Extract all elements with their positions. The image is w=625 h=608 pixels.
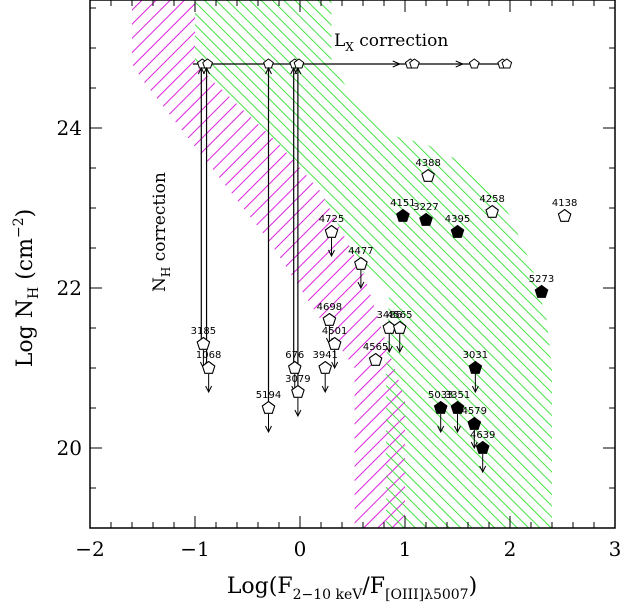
lx-point <box>409 58 420 69</box>
x-tick-label: −1 <box>180 537 209 561</box>
x-tick-label: 0 <box>294 537 307 561</box>
point-label: 3486 <box>377 310 402 321</box>
x-tick-label: −2 <box>75 537 104 561</box>
point-label: 4639 <box>470 430 495 441</box>
data-point <box>201 360 216 374</box>
data-point <box>450 224 465 238</box>
data-point <box>450 400 465 414</box>
arrow-head <box>437 425 445 434</box>
point-label: 4698 <box>317 302 342 313</box>
data-point <box>322 312 337 326</box>
y-axis-title: Log NH (cm−2) <box>11 209 42 367</box>
data-point <box>475 440 490 454</box>
point-label: 3031 <box>463 350 488 361</box>
data-point <box>419 212 433 226</box>
point-label: 5194 <box>256 390 281 401</box>
arrow-head <box>265 425 272 434</box>
x-tick-label: 2 <box>504 537 517 561</box>
point-label: 4725 <box>319 214 344 225</box>
lx-point <box>468 58 480 69</box>
lx-point <box>202 58 213 69</box>
x-tick-label: 3 <box>609 537 622 561</box>
point-label: 4501 <box>322 326 347 337</box>
lx-point <box>293 58 305 69</box>
arrow-head <box>328 249 335 258</box>
data-point <box>396 208 410 222</box>
arrow-head <box>197 66 205 75</box>
arrow-head <box>471 385 479 394</box>
data-points: 3185 1068 5194 676 3079 4725 4477 4698 4501 3941 4… <box>191 158 577 474</box>
point-label: 3351 <box>445 390 470 401</box>
point-label: 676 <box>285 350 304 361</box>
data-point <box>368 352 383 366</box>
point-label: 4388 <box>415 158 440 169</box>
point-label: 4579 <box>462 406 487 417</box>
point-label: 4258 <box>479 194 504 205</box>
axis-ticks <box>89 0 616 529</box>
arrow-head <box>294 409 302 418</box>
point-label: 3079 <box>285 374 310 385</box>
data-point <box>421 168 435 182</box>
point-label: 4477 <box>348 246 373 257</box>
point-label: 4395 <box>445 214 470 225</box>
shaded-regions <box>132 0 552 528</box>
arrow-head <box>357 281 365 290</box>
y-tick-label: 22 <box>57 276 82 300</box>
green-hatched-region <box>195 0 552 528</box>
data-point <box>261 400 276 414</box>
arrow-head <box>265 66 272 75</box>
data-point <box>392 320 407 334</box>
arrow-head <box>396 345 404 354</box>
y-tick-label: 24 <box>57 116 82 140</box>
data-point <box>468 360 483 374</box>
data-point <box>557 208 572 222</box>
plot-frame <box>89 0 616 529</box>
axis-tick-labels: −2 −1 0 1 2 3 20 22 24 <box>57 116 622 561</box>
lx-arrow-head <box>455 60 465 68</box>
point-label: 4565 <box>363 342 388 353</box>
data-point <box>324 224 339 238</box>
nh-correction-lines <box>197 66 302 408</box>
data-point <box>318 360 333 374</box>
nh-correction-label: NH correction <box>150 172 173 292</box>
lx-point <box>501 58 513 69</box>
arrow-head <box>294 66 302 75</box>
arrow-head <box>205 385 213 394</box>
point-label: 1068 <box>196 350 221 361</box>
data-point <box>534 284 549 298</box>
data-point <box>291 384 305 398</box>
y-tick-label: 20 <box>57 436 82 460</box>
data-point <box>485 204 499 218</box>
arrow-head <box>454 425 461 434</box>
point-label: 3941 <box>312 350 337 361</box>
point-label: 3227 <box>413 202 438 213</box>
arrow-head <box>479 465 487 474</box>
point-label: 4151 <box>390 198 415 209</box>
magenta-hatched-region <box>132 0 405 528</box>
data-point <box>287 360 302 374</box>
arrow-head <box>331 361 339 370</box>
data-point <box>196 336 211 350</box>
point-label: 3185 <box>191 326 216 337</box>
arrow-head <box>470 441 478 450</box>
data-point <box>433 400 448 414</box>
lx-correction-label: LX correction <box>334 31 448 54</box>
point-label: 5033 <box>428 390 453 401</box>
point-label: 5273 <box>529 274 554 285</box>
lx-arrow-head <box>392 60 402 68</box>
lx-correction-line <box>192 58 513 69</box>
data-point <box>327 336 342 350</box>
data-point <box>467 416 482 430</box>
arrow-head <box>203 66 210 75</box>
x-axis-title: Log(F2−10 keV/F[OIII]λ5007) <box>227 574 477 603</box>
data-point <box>354 256 368 270</box>
arrow-head <box>321 385 329 394</box>
point-label: 4138 <box>552 198 577 209</box>
x-tick-label: 1 <box>399 537 412 561</box>
arrow-head <box>385 345 393 354</box>
point-label: 4565 <box>387 310 412 321</box>
